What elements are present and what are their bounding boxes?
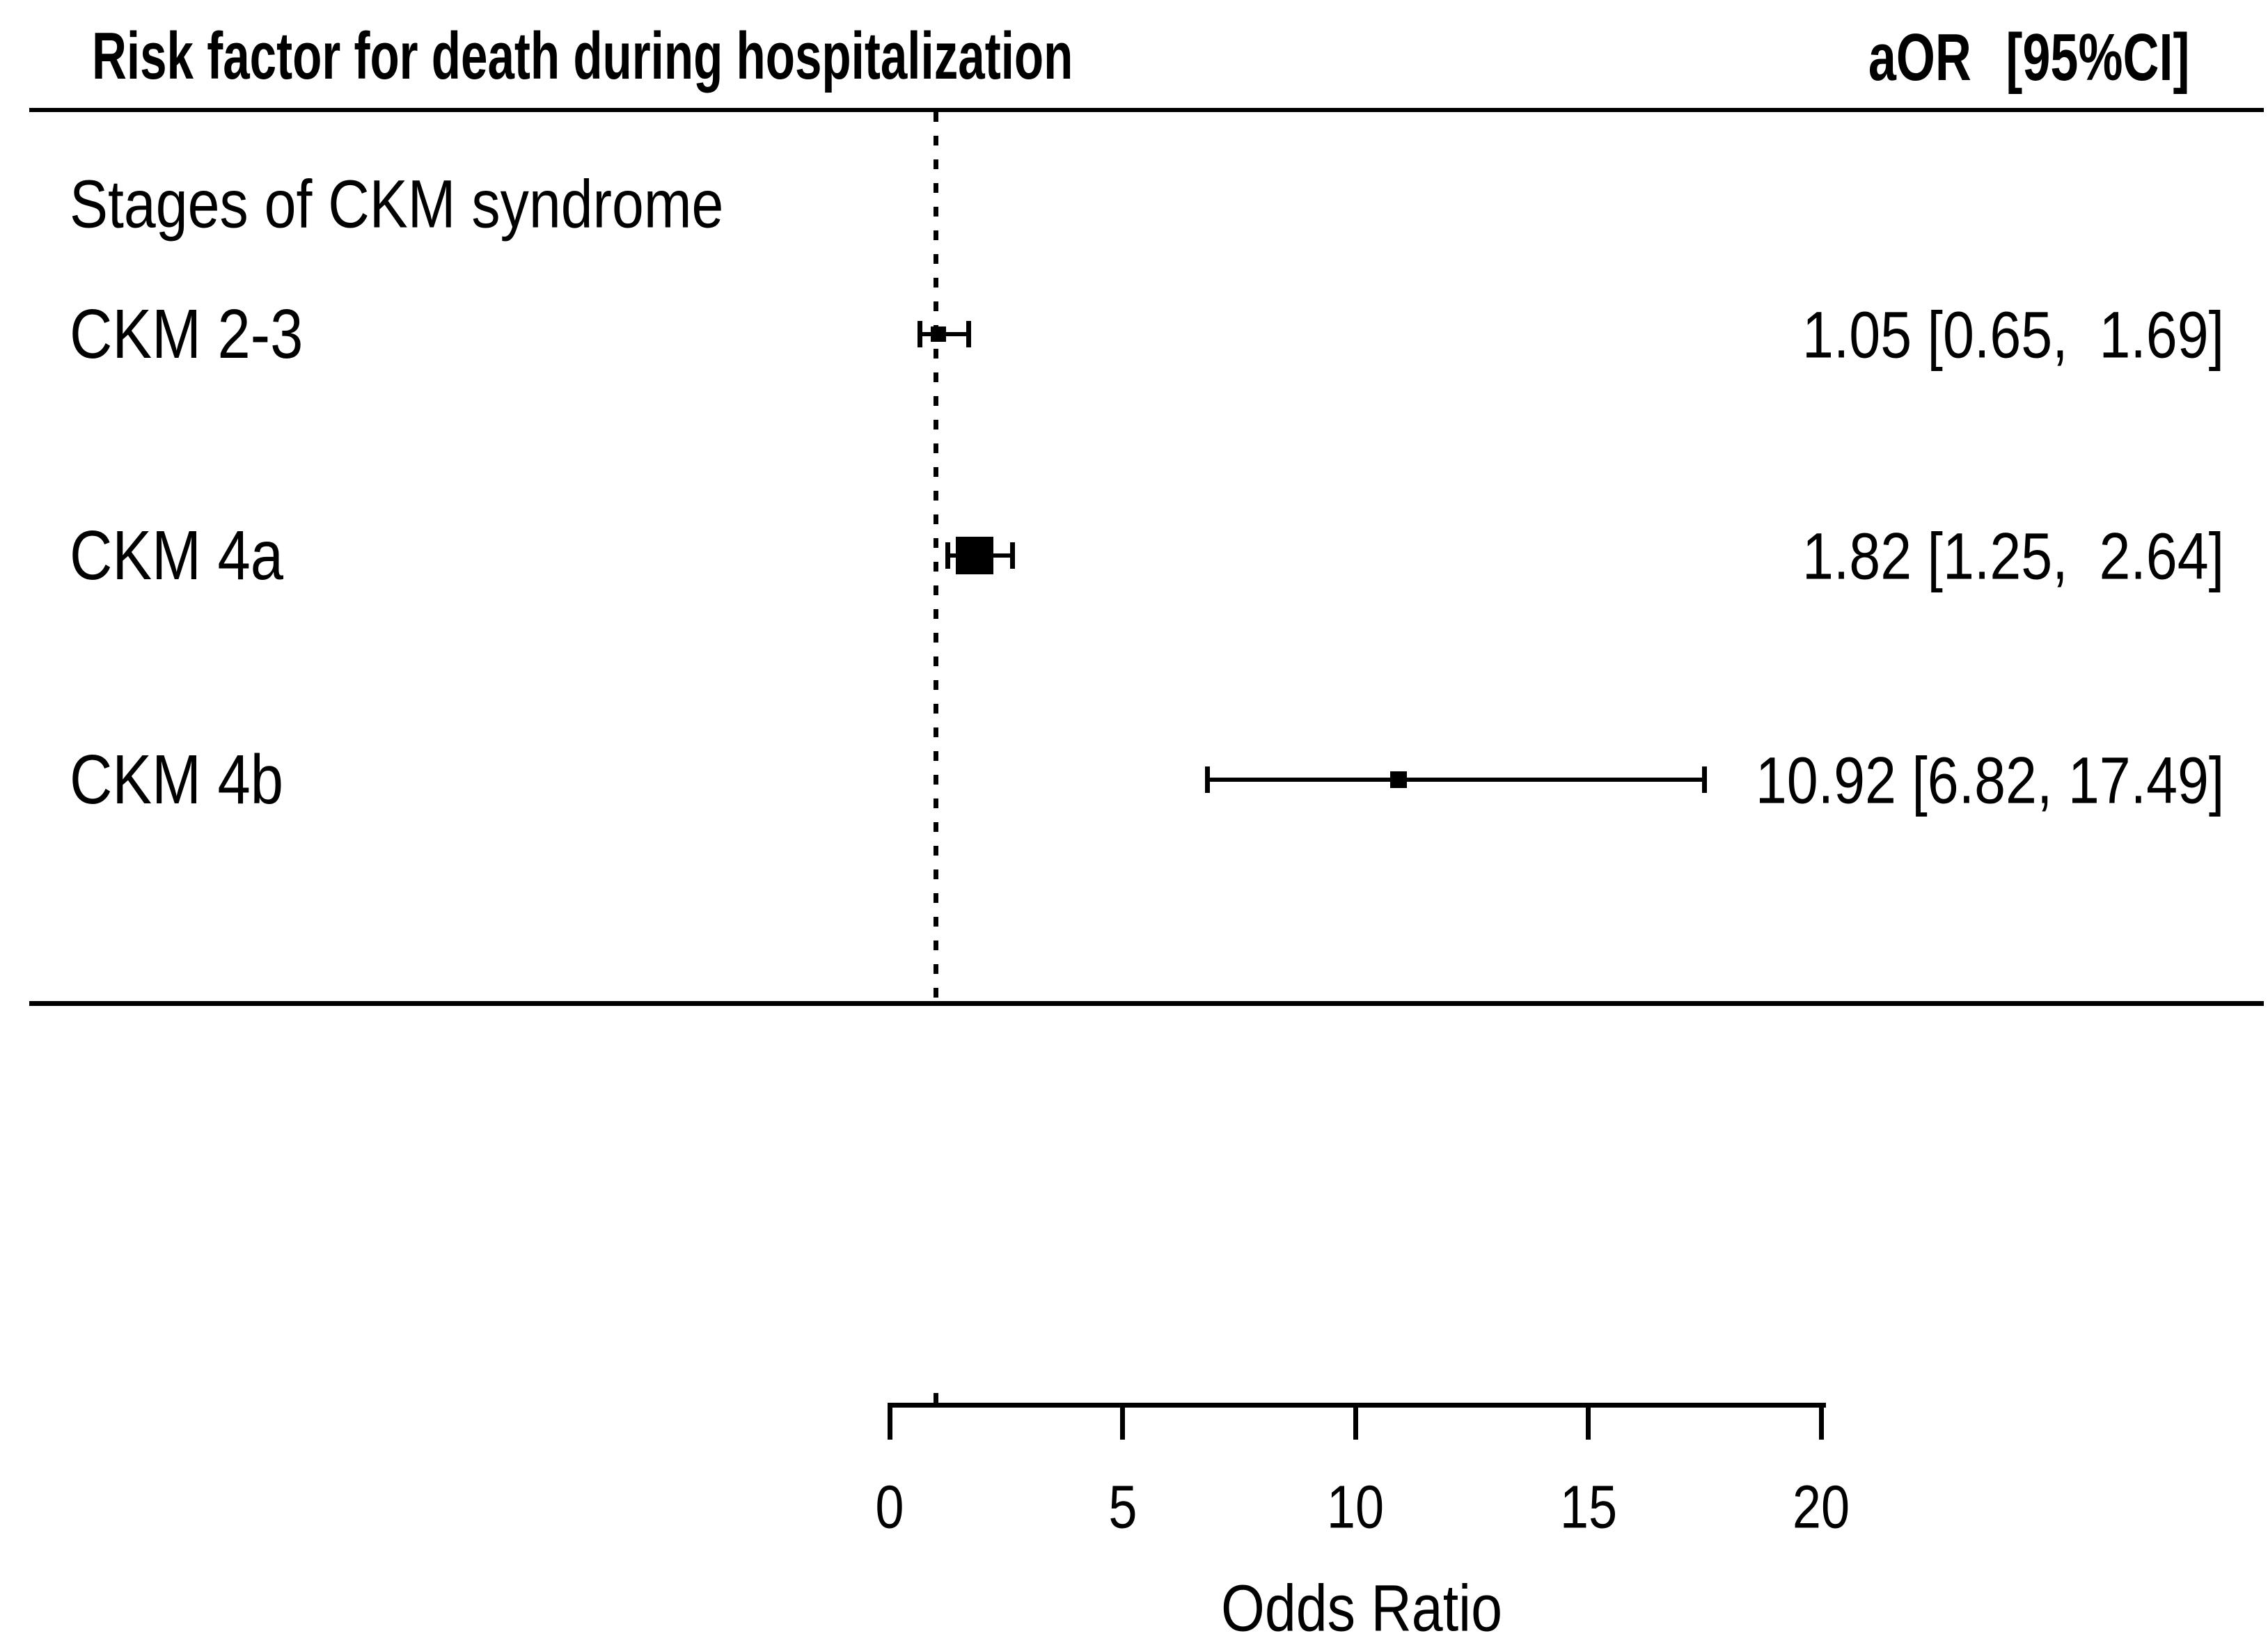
x-axis-tick-label: 0 [873,1477,906,1538]
top-rule [29,108,2264,112]
row-label-ckm-4b: CKM 4b [70,741,284,819]
point-estimate-marker [931,326,947,342]
x-axis-tick [1120,1403,1125,1440]
x-axis-tick-label: 15 [1554,1477,1622,1538]
x-axis-tick-label: 20 [1788,1477,1855,1538]
x-axis-tick-label-text: 5 [1108,1473,1137,1541]
group-label: Stages of CKM syndrome [70,166,724,242]
x-axis-tick [887,1403,892,1440]
x-axis-tick [1818,1403,1824,1440]
ci-cap-left [1204,766,1210,793]
ci-column-header: [95%CI] [2005,20,2189,95]
x-axis-tick [1353,1403,1358,1440]
x-axis-tick-label-text: 15 [1559,1473,1617,1541]
figure-title: Risk factor for death during hospitaliza… [92,19,1454,93]
point-estimate-marker [955,537,993,574]
ci-cap-right [966,321,971,347]
aor-column-header: aOR [1868,20,1971,95]
ci-cap-left [917,321,922,347]
ci-cap-right [1701,766,1707,793]
figure-title-text: Risk factor for death during hospitaliza… [92,19,1073,93]
ci-cap-left [945,542,951,569]
x-axis-tick-label: 10 [1322,1477,1389,1538]
ci-line [1207,778,1705,782]
value-ckm-2-3: 1.05 [0.65, 1.69] [1802,298,2224,372]
value-ckm-4a: 1.82 [1.25, 2.64] [1802,519,2224,594]
row-label-ckm-4a: CKM 4a [70,517,284,595]
column-header-aor-ci: aOR [95%CI] [1761,21,2189,95]
ci-cap-right [1010,542,1016,569]
x-axis-tick [1586,1403,1591,1440]
x-axis-tick-label: 5 [1105,1477,1139,1538]
x-axis-tick-label-text: 20 [1792,1473,1850,1541]
x-axis-tick-label-text: 10 [1326,1473,1385,1541]
reference-line [934,112,938,1001]
reference-line-remnant-dash [934,1393,938,1403]
point-estimate-marker [1389,771,1407,788]
x-axis-tick-label-text: 0 [875,1473,904,1541]
bottom-rule [29,1001,2264,1006]
value-ckm-4b: 10.92 [6.82, 17.49] [1755,743,2224,818]
x-axis-title: Odds Ratio [1221,1571,1502,1645]
row-label-ckm-2-3: CKM 2-3 [70,295,304,373]
